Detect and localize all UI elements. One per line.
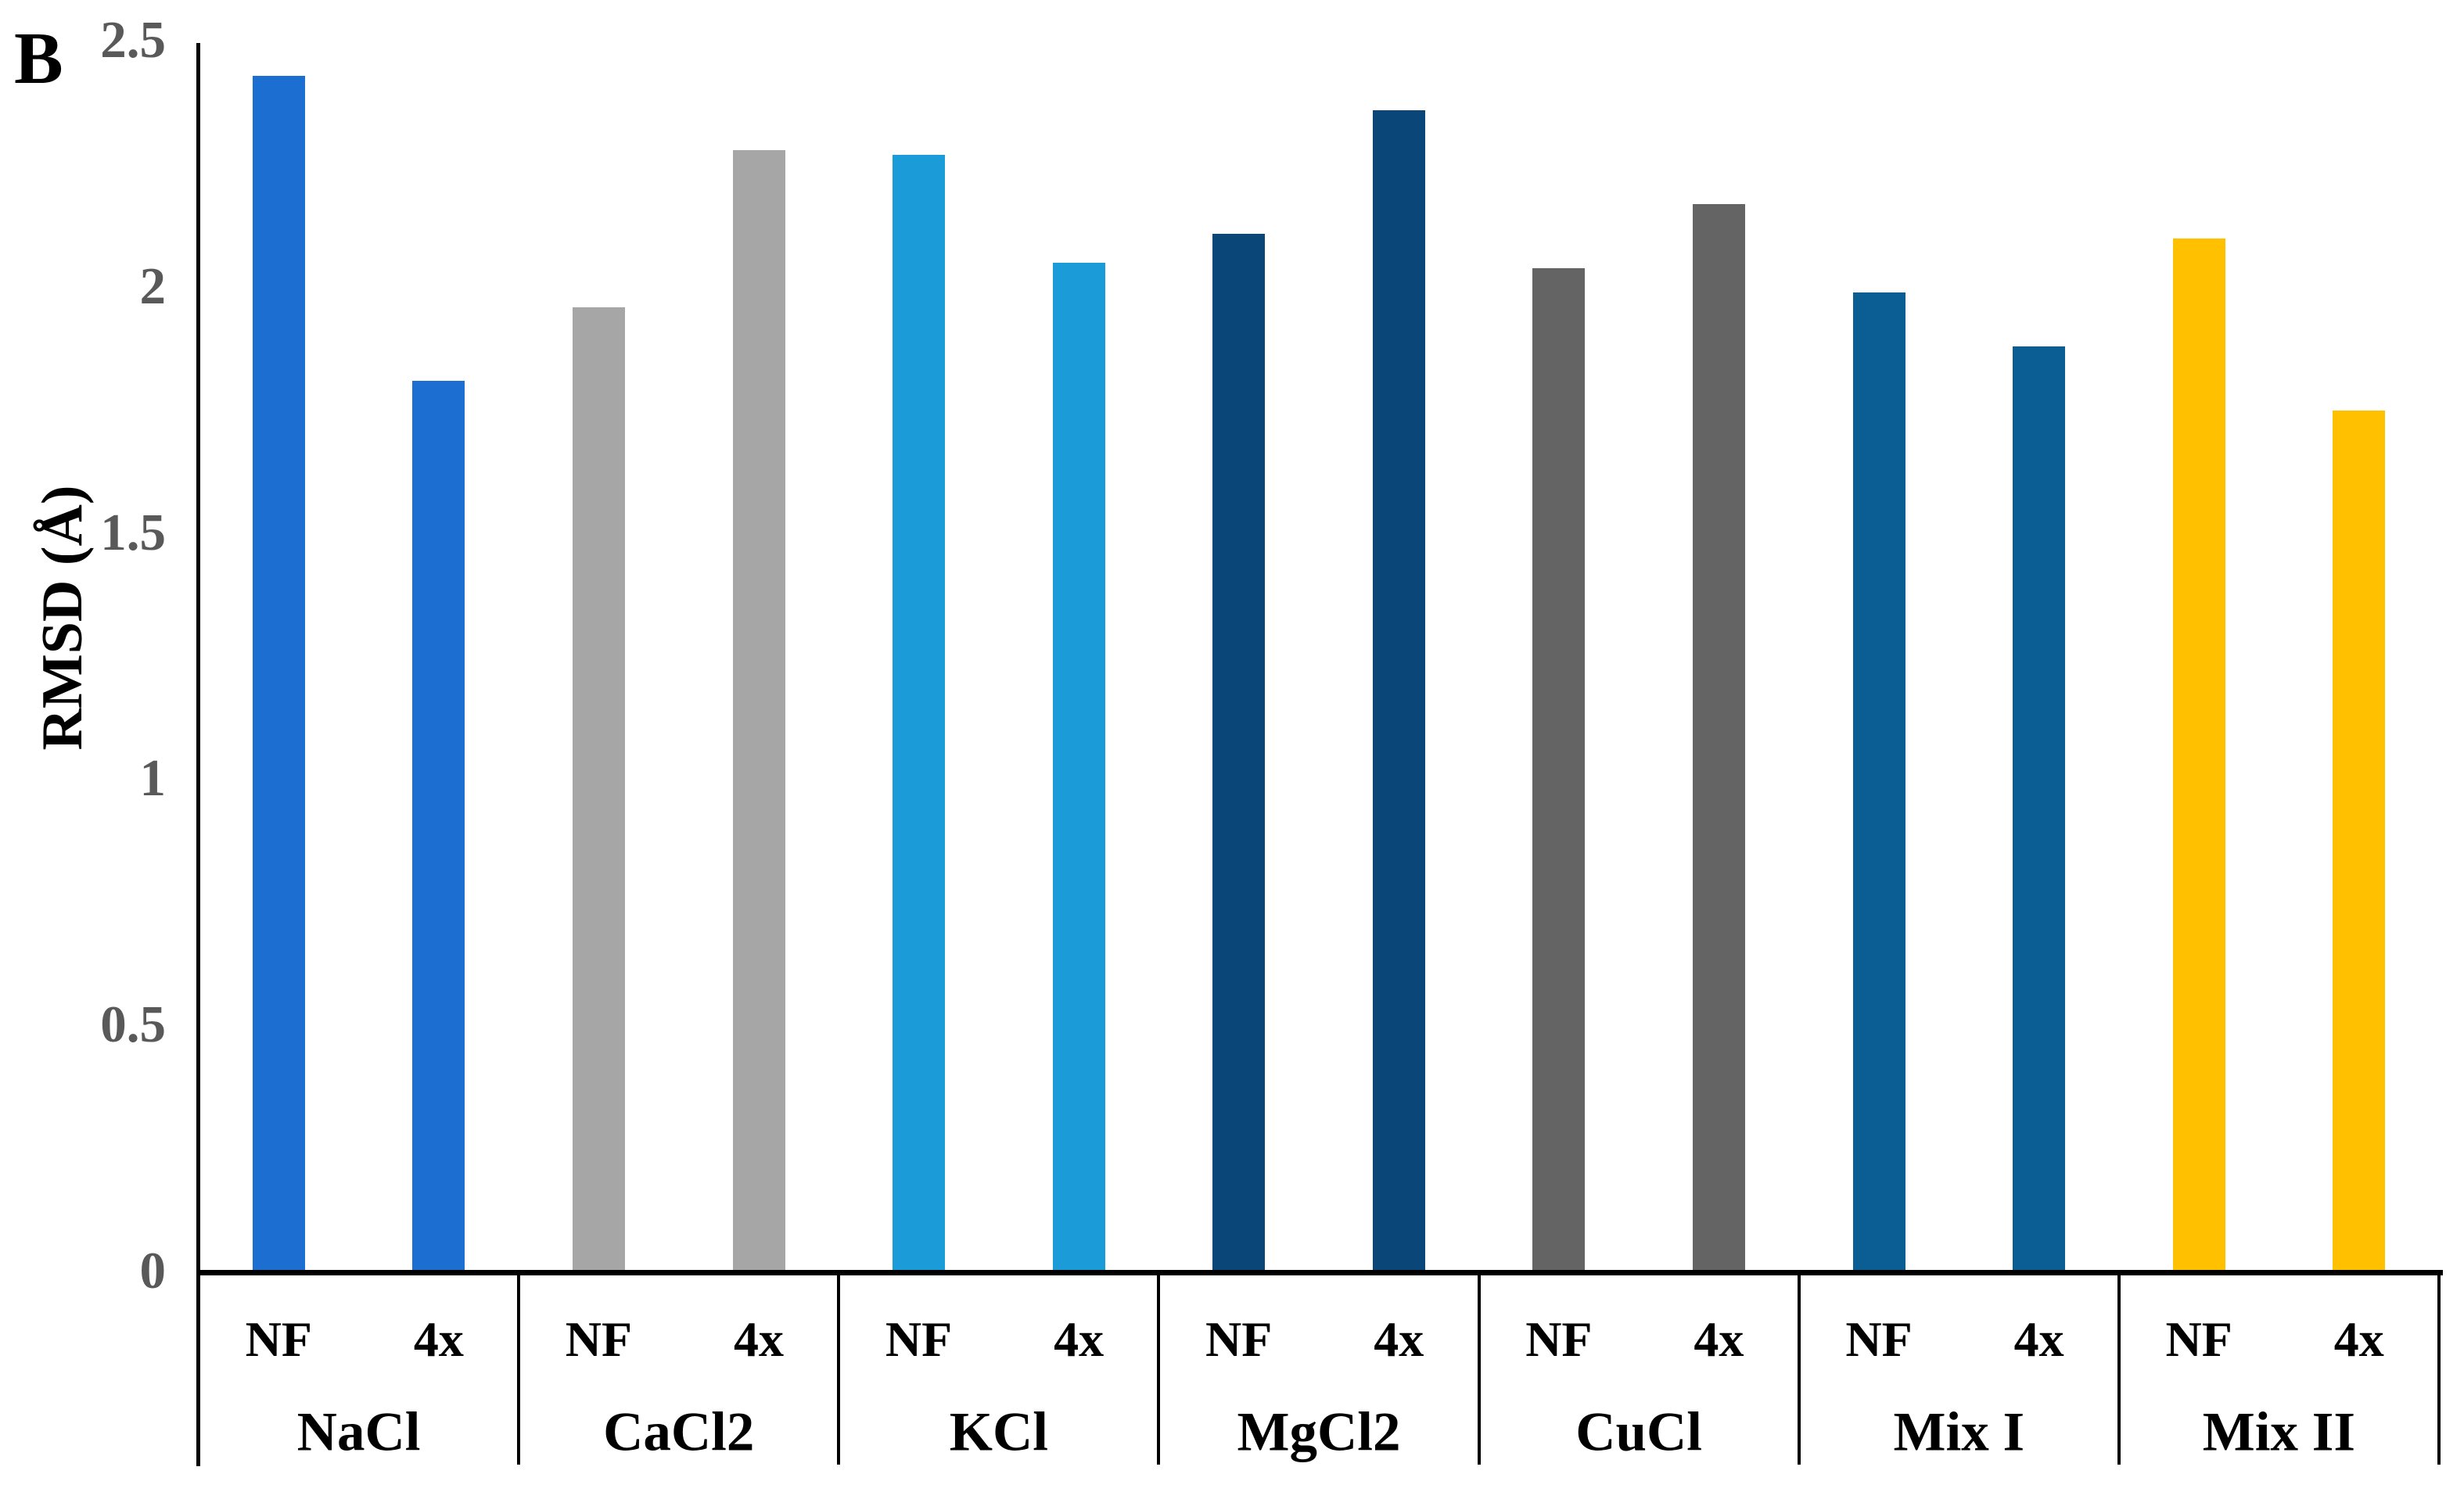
y-axis-line <box>196 43 200 1466</box>
group-label-CuCl: CuCl <box>1575 1401 1703 1463</box>
series-tick-label-Mix II-NF: NF <box>2165 1311 2232 1367</box>
group-label-CaCl2: CaCl2 <box>603 1401 755 1463</box>
series-tick-label-CaCl2-4x: 4x <box>734 1311 784 1367</box>
category-divider <box>837 1272 841 1465</box>
group-label-KCl: KCl <box>949 1401 1048 1463</box>
bar-MgCl2-4x <box>1372 110 1425 1272</box>
y-tick-label-1.5: 1.5 <box>100 503 166 561</box>
x-axis-line <box>196 1270 2443 1275</box>
series-tick-label-KCl-NF: NF <box>885 1311 953 1367</box>
bar-NaCl-4x <box>412 381 465 1272</box>
category-divider <box>1477 1272 1481 1465</box>
bar-Mix I-4x <box>2013 346 2066 1272</box>
bar-KCl-4x <box>1052 263 1105 1272</box>
group-label-NaCl: NaCl <box>296 1401 421 1463</box>
category-divider <box>2117 1272 2121 1465</box>
series-tick-label-Mix I-4x: 4x <box>2013 1311 2064 1367</box>
series-tick-label-Mix I-NF: NF <box>1845 1311 1913 1367</box>
y-tick-label-1: 1 <box>139 749 167 808</box>
bar-MgCl2-NF <box>1212 233 1266 1272</box>
category-divider <box>2437 1272 2441 1465</box>
y-tick-label-2.5: 2.5 <box>100 11 166 70</box>
series-tick-label-KCl-4x: 4x <box>1054 1311 1104 1367</box>
series-tick-label-CuCl-NF: NF <box>1525 1311 1593 1367</box>
series-tick-label-Mix II-4x: 4x <box>2333 1311 2384 1367</box>
bar-Mix II-NF <box>2172 238 2225 1272</box>
group-label-Mix I: Mix I <box>1893 1401 2025 1463</box>
bar-CaCl2-4x <box>732 149 785 1272</box>
bar-Mix II-4x <box>2333 411 2386 1272</box>
category-divider <box>1157 1272 1161 1465</box>
series-tick-label-MgCl2-NF: NF <box>1205 1311 1273 1367</box>
category-divider <box>517 1272 521 1465</box>
y-tick-label-0: 0 <box>139 1242 167 1300</box>
group-label-MgCl2: MgCl2 <box>1237 1401 1401 1463</box>
bar-NaCl-NF <box>252 76 305 1272</box>
series-tick-label-CuCl-4x: 4x <box>1694 1311 1744 1367</box>
y-tick-label-0.5: 0.5 <box>100 995 166 1054</box>
group-label-Mix II: Mix II <box>2202 1401 2356 1463</box>
category-divider <box>197 1272 200 1465</box>
category-divider <box>1797 1272 1801 1465</box>
bar-KCl-NF <box>893 154 946 1272</box>
series-tick-label-NaCl-4x: 4x <box>413 1311 464 1367</box>
series-tick-label-CaCl2-NF: NF <box>565 1311 633 1367</box>
bar-CaCl2-NF <box>572 307 625 1272</box>
y-tick-label-2: 2 <box>139 256 167 315</box>
bar-Mix I-NF <box>1852 292 1905 1272</box>
bar-CuCl-4x <box>1692 203 1745 1272</box>
series-tick-label-MgCl2-4x: 4x <box>1374 1311 1424 1367</box>
series-tick-label-NaCl-NF: NF <box>245 1311 312 1367</box>
panel-label: B <box>14 18 63 99</box>
bar-CuCl-NF <box>1532 267 1586 1272</box>
